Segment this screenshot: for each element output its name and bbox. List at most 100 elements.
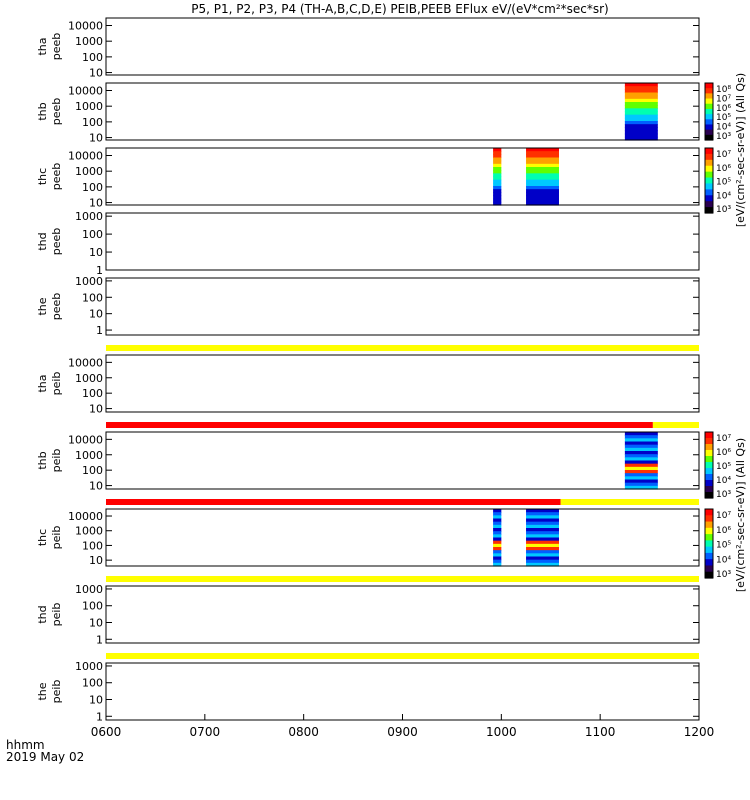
- spectra-cell-thc-peeb-1-6: [526, 167, 559, 171]
- panel-label-product-thb-peeb: peeb: [50, 98, 63, 126]
- status-bar-thb-peib-1: [560, 499, 699, 505]
- colorbar-tick-label-peib-1-0: 10⁷: [716, 511, 731, 521]
- spectra-cell-thb-peib-0-10: [624, 463, 658, 468]
- panel-frame-thb-peib: [105, 431, 700, 490]
- spectra-cell-thc-peeb-1-1: [526, 151, 559, 155]
- spectra-cell-thc-peeb-1-15: [526, 195, 559, 200]
- colorbar-tick-label-peib-0-0: 10⁷: [716, 434, 731, 444]
- colorbar-tick-label-peeb-1-1: 10⁶: [716, 164, 731, 174]
- spectra-cell-thc-peib-0-8: [493, 534, 502, 539]
- spectra-cell-thb-peeb-0-12: [624, 121, 658, 125]
- y-tick-label-thb-peeb-0: 10000: [68, 84, 103, 97]
- colorbar-tick-label-peeb-0-1: 10⁷: [716, 94, 731, 104]
- x-tick-label-3: 0900: [387, 725, 418, 739]
- spectra-cell-thc-peib-1-3: [526, 518, 559, 523]
- panel-label-probe-thc-peeb: thc: [36, 168, 49, 185]
- colorbar-tick-label-peeb-0-4: 10⁴: [716, 123, 731, 133]
- x-tick-label-2: 0800: [288, 725, 319, 739]
- colorbar-swatch-peeb-1-4: [705, 171, 713, 179]
- spectra-cell-thc-peeb-1-12: [526, 186, 559, 190]
- spectra-cell-thc-peeb-1-7: [526, 170, 559, 174]
- y-tick-label-thb-peeb-2: 100: [82, 116, 103, 129]
- spectra-cell-thc-peeb-1-0: [526, 148, 559, 152]
- y-tick-label-thb-peib-0: 10000: [68, 433, 103, 446]
- colorbar-swatch-peeb-0-3: [705, 98, 713, 105]
- panel-frame-the-peib: [105, 662, 700, 721]
- spectra-cell-thb-peib-0-13: [624, 473, 658, 477]
- colorbar-swatch-peeb-1-10: [705, 207, 713, 214]
- y-tick-label-thc-peeb-2: 100: [82, 181, 103, 194]
- status-bar-thc-peib-0: [106, 576, 699, 582]
- panel-frame-thb-peeb: [105, 82, 700, 141]
- y-tick-label-thd-peeb-2: 10: [89, 246, 103, 259]
- spectra-cell-thb-peib-0-17: [624, 485, 658, 490]
- y-tick-label-thd-peeb-1: 100: [82, 228, 103, 241]
- colorbar-swatch-peib-0-3: [705, 450, 713, 457]
- y-tick-label-tha-peeb-1: 1000: [75, 35, 103, 48]
- spectra-cell-thc-peib-1-15: [526, 556, 559, 561]
- x-tick-label-4: 1000: [486, 725, 517, 739]
- spectra-cell-thb-peeb-0-10: [624, 114, 658, 119]
- spectra-cell-thb-peeb-0-7: [624, 105, 658, 109]
- colorbar-swatch-peeb-0-1: [705, 88, 713, 94]
- panel-frame-the-peeb: [105, 277, 700, 336]
- colorbar-swatch-peeb-1-5: [705, 177, 713, 185]
- status-bar-tha-peib-0: [106, 422, 653, 428]
- spectra-cell-thc-peib-1-12: [526, 547, 559, 551]
- panel-frame-tha-peeb: [105, 17, 700, 76]
- y-tick-label-thd-peib-2: 10: [89, 617, 103, 630]
- y-tick-label-thc-peeb-1: 1000: [75, 165, 103, 178]
- panel-label-product-thd-peeb: peeb: [50, 228, 63, 256]
- spectra-cell-thc-peib-1-5: [526, 524, 559, 529]
- panel-label-probe-thd-peib: thd: [36, 605, 49, 623]
- colorbar-swatch-peib-1-6: [705, 546, 713, 554]
- colorbar-frame-peeb-0: [704, 82, 714, 141]
- spectra-cell-thc-peib-0-11: [493, 543, 502, 548]
- spectra-cell-thc-peib-1-17: [526, 562, 559, 567]
- colorbar-swatch-peib-0-0: [705, 432, 713, 439]
- spectra-cell-thb-peeb-0-5: [624, 98, 658, 103]
- spectra-cell-thc-peib-1-16: [526, 559, 559, 564]
- colorbar-swatch-peib-0-10: [705, 492, 713, 499]
- spectra-cell-thc-peib-1-0: [526, 509, 559, 513]
- colorbar-swatch-peeb-1-9: [705, 201, 713, 208]
- panel-label-probe-the-peeb: the: [36, 297, 49, 315]
- colorbar-tick-label-peeb-1-2: 10⁵: [716, 178, 731, 188]
- spectra-cell-thc-peeb-1-9: [526, 176, 559, 181]
- colorbar-swatch-peeb-0-6: [705, 114, 713, 120]
- panel-label-product-thc-peeb: peeb: [50, 163, 63, 191]
- y-tick-label-thd-peib-3: 1: [96, 633, 103, 646]
- y-tick-label-thb-peeb-3: 10: [89, 132, 103, 145]
- colorbar-tick-label-peeb-1-0: 10⁷: [716, 150, 731, 160]
- spectra-cell-thc-peib-1-14: [526, 553, 559, 558]
- colorbar-tick-label-peib-1-3: 10⁴: [716, 555, 731, 565]
- spectra-cell-thc-peib-1-8: [526, 534, 559, 539]
- spectra-cell-thc-peeb-0-13: [493, 189, 502, 193]
- spectra-cell-thc-peib-1-11: [526, 543, 559, 548]
- spectra-cell-thb-peib-0-3: [624, 441, 658, 446]
- panel-label-probe-thb-peib: thb: [36, 451, 49, 469]
- spectra-cell-thb-peeb-0-17: [624, 136, 658, 141]
- spectra-cell-thc-peib-0-5: [493, 524, 502, 529]
- spectra-cell-thc-peeb-0-15: [493, 195, 502, 200]
- spectra-cell-thc-peeb-0-0: [493, 148, 502, 152]
- panel-label-probe-thb-peeb: thb: [36, 102, 49, 120]
- spectra-cell-thc-peeb-0-14: [493, 192, 502, 197]
- colorbar-tick-label-peib-0-2: 10⁵: [716, 462, 731, 472]
- panel-label-product-tha-peib: peib: [50, 372, 63, 396]
- colorbar-frame-peib-0: [704, 431, 714, 499]
- colorbar-swatch-peeb-0-10: [705, 134, 713, 141]
- spectra-cell-thb-peib-0-8: [624, 457, 658, 462]
- panel-frame-tha-peib: [105, 354, 700, 413]
- spectra-cell-thc-peib-0-14: [493, 553, 502, 558]
- colorbar-swatch-peib-0-7: [705, 474, 713, 481]
- spectra-cell-thc-peib-1-6: [526, 528, 559, 532]
- y-tick-label-tha-peeb-3: 10: [89, 67, 103, 80]
- y-tick-label-the-peeb-2: 10: [89, 308, 103, 321]
- colorbar-swatch-peeb-1-0: [705, 148, 713, 155]
- spectra-cell-thc-peib-0-1: [493, 512, 502, 516]
- panel-label-probe-the-peib: the: [36, 682, 49, 700]
- y-tick-label-thb-peib-3: 10: [89, 480, 103, 493]
- spectra-cell-thc-peib-1-7: [526, 531, 559, 535]
